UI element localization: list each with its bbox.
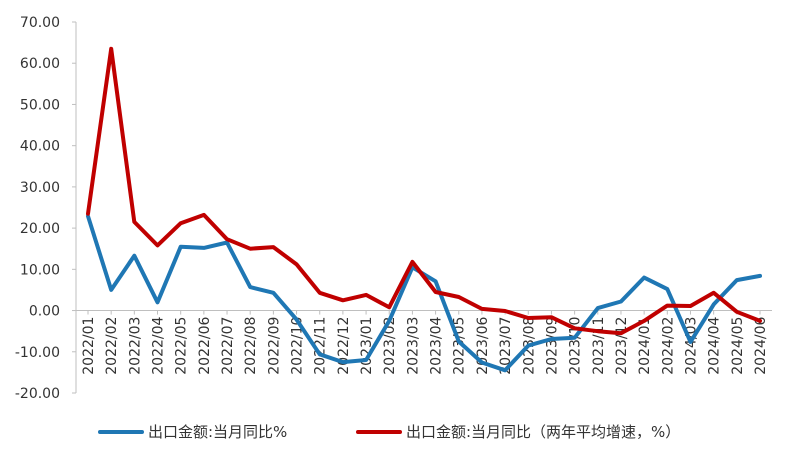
x-tick-label: 2022/01 xyxy=(81,317,97,375)
x-tick-label: 2022/10 xyxy=(290,317,306,375)
y-tick-label: 10.00 xyxy=(20,262,60,278)
x-tick-label: 2022/05 xyxy=(174,317,190,375)
x-tick-label: 2022/11 xyxy=(313,317,329,375)
series-line-1 xyxy=(86,46,762,336)
x-tick-label: 2022/07 xyxy=(220,317,236,375)
y-tick-label: 50.00 xyxy=(20,97,60,113)
x-tick-label: 2022/04 xyxy=(151,316,167,374)
x-tick-label: 2023/02 xyxy=(382,317,398,375)
y-tick-label: 0.00 xyxy=(29,304,60,320)
y-tick-label: 30.00 xyxy=(20,180,60,196)
x-tick-label: 2024/02 xyxy=(660,317,676,375)
y-tick-label: -20.00 xyxy=(15,386,60,402)
x-tick-label: 2023/03 xyxy=(405,317,421,375)
x-tick-label: 2022/08 xyxy=(243,317,259,375)
x-tick-label: 2022/06 xyxy=(197,316,213,374)
y-tick-label: 70.00 xyxy=(20,15,60,31)
series-lines xyxy=(86,46,762,373)
x-tick-label: 2022/02 xyxy=(104,317,120,375)
x-tick-label: 2022/12 xyxy=(336,317,352,375)
x-tick-label: 2024/01 xyxy=(637,317,653,375)
x-tick-label: 2023/04 xyxy=(429,316,445,374)
x-tick-label: 2022/09 xyxy=(266,317,282,375)
legend-label-1: 出口金额:当月同比（两年平均增速，%） xyxy=(406,423,680,441)
y-tick-label: -10.00 xyxy=(15,345,60,361)
x-tick-label: 2024/03 xyxy=(683,317,699,375)
y-tick-label: 40.00 xyxy=(20,139,60,155)
legend: 出口金额:当月同比% 出口金额:当月同比（两年平均增速，%） xyxy=(98,423,680,441)
x-tick-label: 2023/09 xyxy=(544,317,560,375)
x-tick-label: 2024/04 xyxy=(707,316,723,374)
y-tick-label: 60.00 xyxy=(20,56,60,72)
x-tick-label: 2022/03 xyxy=(127,317,143,375)
legend-label-0: 出口金额:当月同比% xyxy=(148,423,287,441)
x-tick-label: 2024/05 xyxy=(730,317,746,375)
x-tick-label: 2023/12 xyxy=(614,317,630,375)
x-tick-label: 2023/11 xyxy=(591,317,607,375)
y-tick-label: 20.00 xyxy=(20,221,60,237)
x-tick-label: 2024/06 xyxy=(753,316,769,374)
x-axis: 2022/01 2022/02 2022/03 2022/04 2022/05 2022/… xyxy=(76,310,772,375)
y-axis: 70.00 60.00 50.00 40.00 30.00 20.00 10.00 0.00 -… xyxy=(15,15,77,402)
x-tick-label: 2023/07 xyxy=(498,317,514,375)
